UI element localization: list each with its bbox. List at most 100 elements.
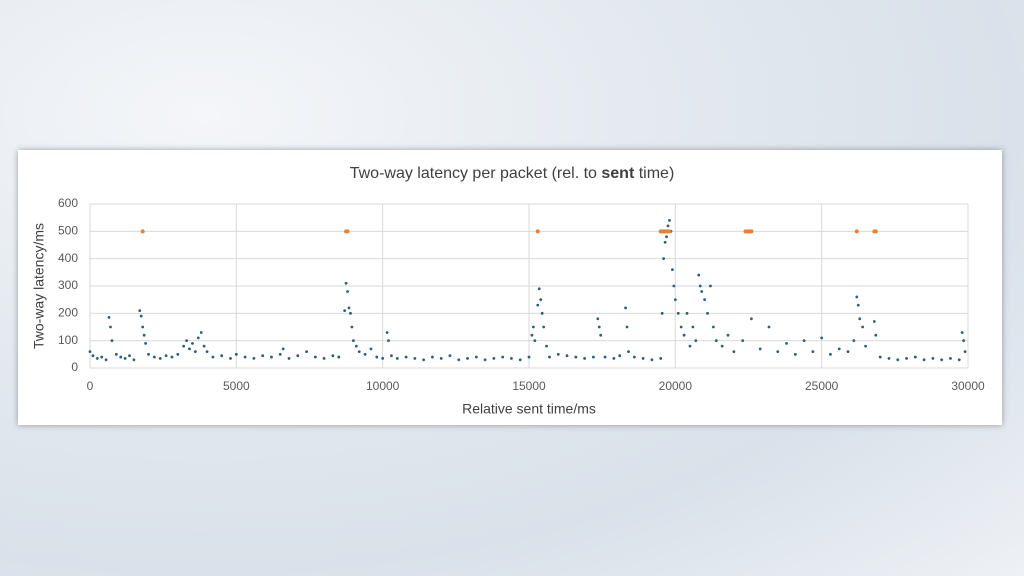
data-point — [107, 316, 111, 319]
data-point — [591, 355, 595, 359]
data-point — [141, 325, 145, 329]
data-point — [387, 339, 390, 343]
data-point — [369, 347, 373, 351]
y-tick-label: 600 — [58, 196, 78, 210]
data-point — [665, 235, 668, 239]
data-point — [270, 355, 273, 359]
data-point — [363, 352, 367, 356]
data-point — [413, 357, 417, 360]
data-point — [527, 355, 531, 359]
data-point — [878, 355, 882, 359]
data-point — [618, 354, 622, 358]
y-tick-label: 200 — [58, 306, 78, 320]
title-part: Two-way latency per packet (rel. to — [350, 165, 602, 182]
data-point — [676, 311, 680, 315]
data-point — [749, 229, 754, 234]
data-point — [685, 311, 689, 315]
data-point — [349, 311, 352, 315]
data-point — [556, 352, 560, 356]
data-point — [726, 333, 730, 337]
data-point — [492, 357, 496, 360]
data-point — [431, 355, 434, 359]
data-point — [337, 355, 341, 359]
data-point — [404, 355, 408, 359]
data-point — [697, 273, 701, 277]
data-point — [354, 344, 358, 348]
title-part: time) — [634, 165, 674, 182]
data-point — [855, 295, 859, 299]
x-axis-label: Relative sent time/ms — [462, 401, 596, 417]
data-point — [261, 354, 265, 358]
data-point — [518, 358, 522, 362]
x-tick-label: 30000 — [951, 379, 985, 393]
data-point — [211, 355, 215, 359]
data-point — [960, 331, 964, 334]
data-point — [837, 347, 841, 351]
data-point — [128, 354, 131, 358]
chart-title: Two-way latency per packet (rel. to sent… — [350, 165, 675, 182]
data-point — [671, 268, 674, 271]
data-point — [641, 357, 645, 360]
data-point — [243, 355, 247, 359]
data-point — [662, 257, 666, 261]
y-tick-label: 100 — [58, 333, 78, 347]
data-point — [758, 347, 762, 351]
data-point — [632, 355, 636, 359]
data-point — [714, 339, 718, 343]
y-tick-label: 0 — [71, 360, 78, 374]
data-point — [466, 357, 469, 360]
data-point — [896, 358, 900, 362]
data-point — [104, 358, 108, 362]
data-point — [940, 358, 944, 362]
data-point — [345, 229, 350, 234]
title-part: sent — [601, 165, 635, 182]
data-point — [357, 350, 361, 353]
data-point — [856, 303, 860, 307]
data-point — [872, 320, 876, 323]
data-point — [281, 347, 285, 351]
data-point — [931, 357, 935, 360]
data-point — [599, 333, 603, 337]
chart-panel — [18, 150, 1002, 425]
data-point — [858, 317, 862, 321]
y-tick-label: 300 — [58, 278, 78, 292]
data-point — [596, 317, 600, 321]
data-point — [170, 355, 174, 359]
data-point — [531, 325, 535, 329]
data-point — [88, 350, 92, 353]
y-axis-label: Two-way latency/ms — [31, 223, 47, 349]
data-point — [457, 358, 461, 362]
data-point — [110, 339, 114, 343]
data-point — [720, 344, 724, 348]
data-point — [322, 357, 326, 360]
data-point — [191, 342, 194, 345]
data-point — [422, 358, 426, 362]
data-point — [193, 350, 197, 353]
data-point — [624, 306, 627, 310]
data-point — [874, 333, 878, 337]
data-point — [668, 219, 671, 222]
data-point — [439, 357, 443, 360]
data-point — [91, 354, 95, 358]
data-point — [767, 325, 771, 329]
data-point — [220, 354, 224, 358]
data-point — [627, 350, 630, 353]
data-point — [474, 355, 478, 359]
data-point — [95, 357, 99, 360]
data-point — [483, 358, 487, 362]
data-point — [612, 357, 616, 360]
data-point — [542, 325, 546, 329]
data-point — [252, 357, 256, 360]
y-tick-label: 400 — [58, 251, 78, 265]
data-point — [139, 314, 143, 318]
data-point — [501, 355, 505, 359]
data-point — [548, 355, 551, 359]
data-point — [565, 354, 569, 358]
data-point — [164, 354, 168, 358]
data-point — [185, 339, 188, 343]
data-point — [381, 357, 385, 360]
data-point — [873, 229, 878, 234]
data-point — [846, 350, 850, 353]
data-point — [666, 224, 670, 228]
